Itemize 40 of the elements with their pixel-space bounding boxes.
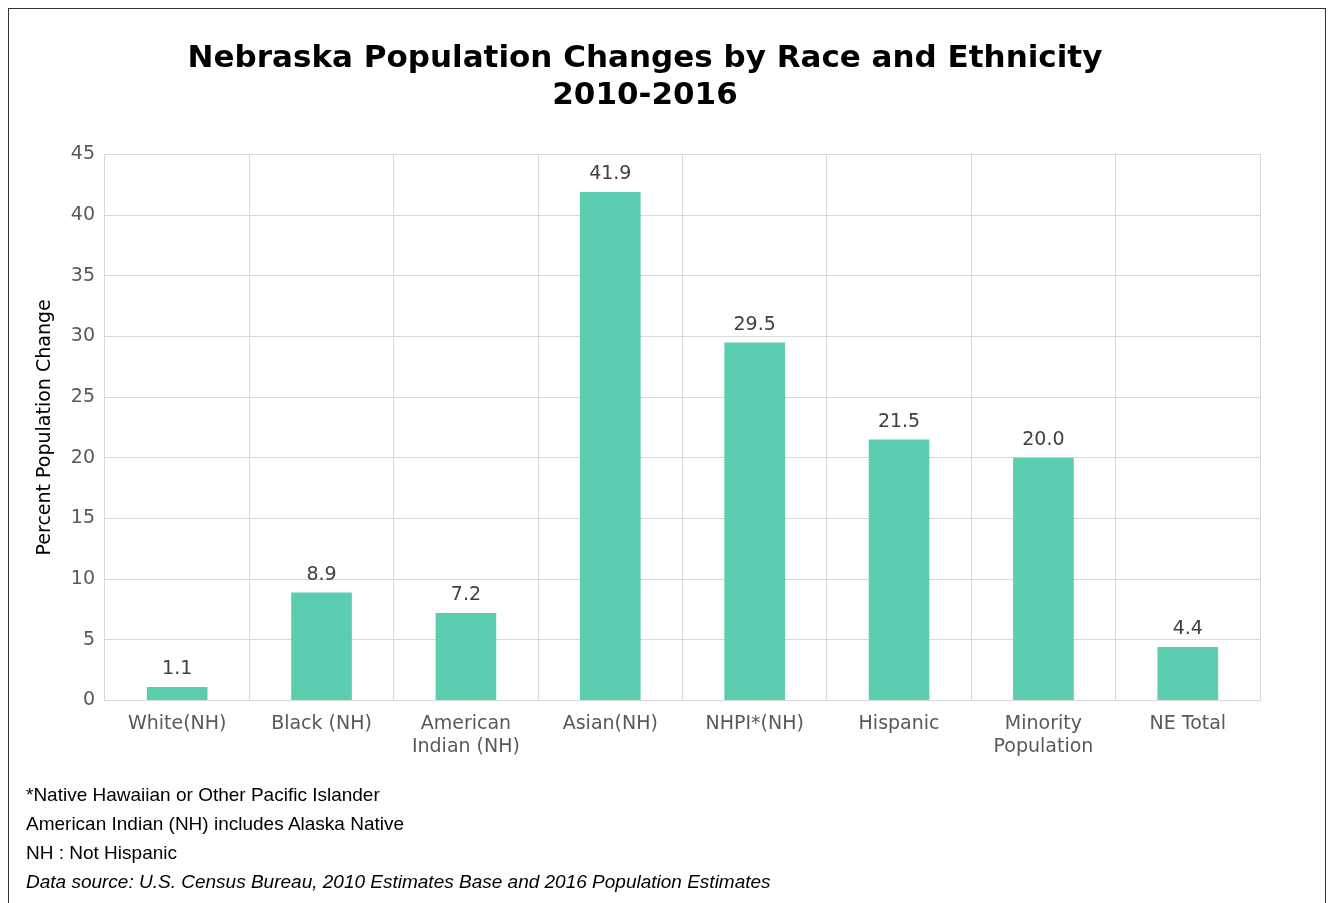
x-tick-label: White(NH) [127, 710, 227, 733]
data-label: 41.9 [589, 161, 632, 184]
y-tick-label: 35 [70, 262, 95, 285]
y-tick-label: 20 [70, 444, 95, 467]
x-tick-label: Black (NH) [271, 710, 372, 733]
y-tick-label: 15 [70, 505, 95, 528]
bar [1013, 457, 1074, 700]
bar [868, 439, 930, 700]
data-label: 21.5 [877, 408, 921, 431]
data-label: 20.0 [1022, 427, 1065, 450]
data-label: 8.9 [306, 561, 337, 584]
x-tick-label: Asian(NH) [562, 710, 658, 733]
y-axis-title: Percent Population Change [32, 299, 55, 556]
data-label: 1.1 [162, 656, 193, 679]
data-label: 7.2 [450, 582, 482, 605]
source-note: Data source: U.S. Census Bureau, 2010 Estimates Base and 2016 Population Estimates [26, 870, 771, 894]
data-label: 4.4 [1172, 616, 1203, 639]
text: *Native Hawaiian or Other Pacific Islander [26, 783, 381, 807]
x-tick-label: NE Total [1149, 710, 1227, 733]
y-tick-label: 5 [82, 626, 95, 649]
data-label: 29.5 [733, 311, 776, 334]
y-tick-label: 25 [70, 384, 95, 406]
x-tick-label: Hispanic [858, 710, 940, 733]
bar [435, 613, 497, 700]
bar [579, 192, 641, 700]
text: NH : Not Hispanic [26, 841, 178, 865]
text: American Indian (NH) includes Alaska Native [26, 812, 406, 836]
bar [1157, 647, 1219, 700]
y-tick-label: 10 [70, 566, 95, 588]
bar [146, 687, 208, 700]
x-tick-label: Minority Population [993, 710, 1094, 756]
bar [724, 342, 785, 700]
y-tick-label: 0 [82, 687, 95, 710]
chart-title: Nebraska Population Changes by Race and Ethnicity 2010-2016 [187, 37, 1103, 111]
x-tick-label: NHPI*(NH) [705, 710, 804, 733]
bar [291, 592, 352, 700]
y-tick-label: 30 [70, 323, 95, 346]
y-tick-label: 45 [70, 141, 95, 164]
x-tick-label: American Indian (NH) [411, 710, 520, 756]
y-tick-label: 40 [70, 202, 95, 224]
